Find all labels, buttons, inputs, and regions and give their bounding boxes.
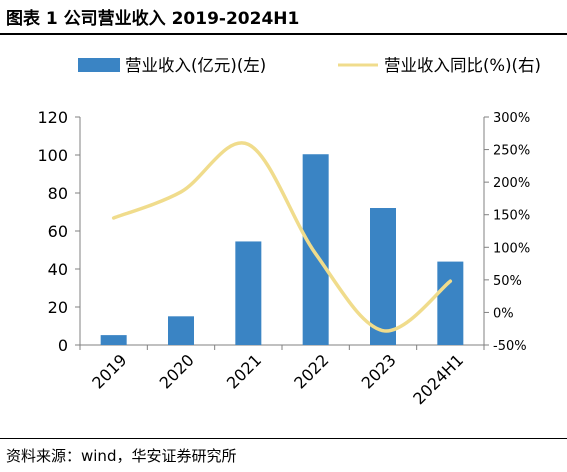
revenue-bar	[235, 241, 262, 345]
left-tick-label: 60	[48, 222, 68, 241]
left-tick-label: 120	[37, 108, 68, 127]
source-note: 资料来源：wind，华安证券研究所	[6, 447, 237, 465]
x-tick-label: 2023	[358, 350, 400, 392]
right-tick-label: 50%	[493, 274, 522, 289]
title-rule	[0, 33, 567, 35]
right-tick-label: 150%	[493, 209, 530, 224]
left-tick-label: 40	[48, 260, 68, 279]
legend-bar-swatch	[78, 58, 120, 72]
bars	[100, 154, 464, 345]
revenue-bar	[100, 335, 127, 345]
left-tick-label: 80	[48, 184, 68, 203]
x-tick-label: 2021	[223, 350, 265, 392]
right-tick-label: 0%	[493, 306, 514, 321]
right-tick-label: -50%	[493, 339, 527, 354]
legend-bar-label: 营业收入(亿元)(左)	[125, 56, 266, 75]
x-tick-label: 2020	[156, 350, 198, 392]
right-tick-label: 300%	[493, 111, 530, 126]
left-tick-label: 0	[58, 336, 68, 355]
revenue-bar	[168, 316, 194, 345]
axes	[75, 116, 489, 350]
tick-labels: 0 20 40 60 80 100 120 -50% 0% 50% 100% 150% 200% 250%…	[37, 108, 530, 408]
footer-rule	[0, 438, 567, 439]
legend: 营业收入(亿元)(左) 营业收入同比(%)(右)	[78, 56, 541, 75]
legend-line-label: 营业收入同比(%)(右)	[384, 56, 541, 75]
x-tick-label: 2022	[290, 350, 332, 392]
revenue-bar	[370, 208, 396, 345]
right-tick-label: 100%	[493, 241, 530, 256]
line-series	[111, 141, 453, 333]
left-tick-label: 100	[37, 146, 68, 165]
chart-title: 图表 1 公司营业收入 2019-2024H1	[6, 9, 300, 29]
right-tick-label: 200%	[493, 176, 530, 191]
left-tick-label: 20	[48, 298, 68, 317]
revenue-bar	[302, 154, 329, 345]
right-tick-label: 250%	[493, 144, 530, 159]
x-tick-label: 2024H1	[409, 350, 467, 408]
yoy-growth-line	[111, 141, 453, 333]
revenue-bar	[437, 261, 464, 345]
x-tick-label: 2019	[88, 350, 130, 392]
